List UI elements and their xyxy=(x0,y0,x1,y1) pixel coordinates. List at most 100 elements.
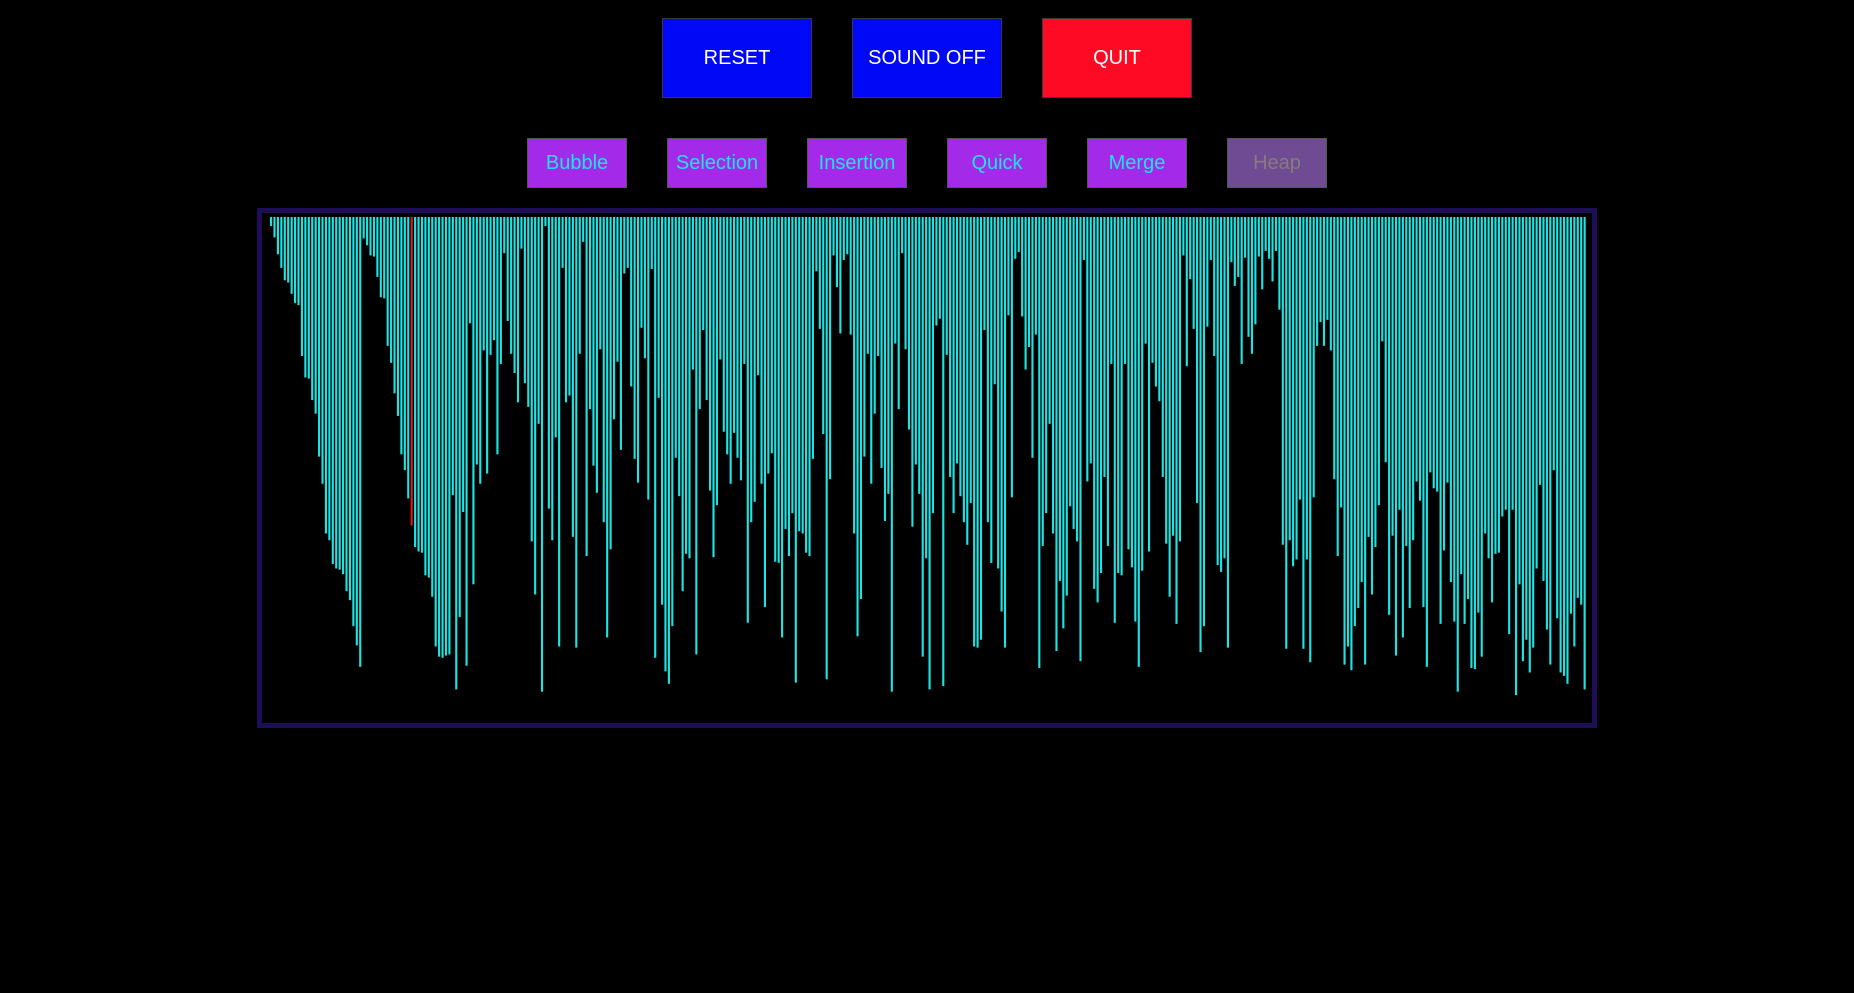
value-bar xyxy=(746,217,749,623)
value-bar xyxy=(664,217,667,672)
value-bar xyxy=(1309,217,1312,663)
value-bar xyxy=(1058,217,1061,581)
value-bar xyxy=(1412,217,1415,541)
value-bar xyxy=(993,217,996,385)
value-bar xyxy=(650,217,653,269)
value-bar xyxy=(684,217,688,554)
value-bar xyxy=(1312,217,1315,498)
value-bar xyxy=(1388,217,1391,615)
value-bar xyxy=(612,217,616,420)
value-bar xyxy=(479,217,482,484)
value-bar xyxy=(393,217,396,394)
value-bar xyxy=(558,217,561,647)
value-bar xyxy=(1538,217,1542,485)
value-bar xyxy=(1566,217,1569,684)
value-bar xyxy=(1480,217,1483,657)
value-bar xyxy=(667,217,670,684)
value-bar xyxy=(866,217,869,354)
value-bar xyxy=(276,217,279,255)
value-bar xyxy=(468,217,472,324)
value-bar xyxy=(1106,217,1109,546)
value-bar xyxy=(832,217,835,256)
value-bar xyxy=(294,217,297,303)
value-bar xyxy=(1055,217,1058,652)
quit-button[interactable]: QUIT xyxy=(1042,18,1192,98)
value-bar xyxy=(1532,217,1535,648)
value-bar xyxy=(472,217,475,585)
value-bar xyxy=(575,217,578,648)
value-bar xyxy=(873,217,876,414)
quick-sort-button[interactable]: Quick xyxy=(947,138,1047,188)
value-bar xyxy=(383,217,386,299)
value-bar xyxy=(1148,217,1151,552)
value-bar xyxy=(709,217,712,491)
value-bar xyxy=(314,217,317,414)
value-bar xyxy=(1134,217,1137,622)
value-bar xyxy=(554,217,557,438)
reset-button[interactable]: RESET xyxy=(662,18,812,98)
value-bar xyxy=(805,217,808,553)
value-bar xyxy=(595,217,598,493)
value-bar xyxy=(654,217,657,658)
bubble-sort-button[interactable]: Bubble xyxy=(527,138,627,188)
value-bar xyxy=(1552,217,1555,471)
value-bar xyxy=(835,217,839,288)
value-bar xyxy=(1415,217,1418,482)
value-bar xyxy=(1545,217,1548,630)
selection-sort-button[interactable]: Selection xyxy=(667,138,767,188)
value-bar xyxy=(770,217,773,454)
value-bar xyxy=(307,217,310,379)
value-bar xyxy=(660,217,664,605)
value-bar xyxy=(1261,217,1264,290)
value-bar xyxy=(1449,217,1452,583)
value-bar xyxy=(523,217,526,384)
value-bar xyxy=(1144,217,1147,344)
value-bar xyxy=(582,217,585,242)
value-bar xyxy=(1226,217,1230,648)
value-bar xyxy=(1504,217,1507,510)
value-bar xyxy=(966,217,969,545)
value-bar xyxy=(335,217,338,569)
value-bar xyxy=(1127,217,1130,550)
value-bar xyxy=(1364,217,1367,665)
value-bar xyxy=(1089,217,1092,464)
value-bar xyxy=(1192,217,1195,329)
value-bar xyxy=(396,217,400,416)
value-bar xyxy=(643,217,646,359)
value-bar xyxy=(513,217,516,373)
value-bar xyxy=(901,217,904,254)
value-bar xyxy=(979,217,983,640)
value-bar xyxy=(1202,217,1206,627)
value-bar xyxy=(691,217,694,370)
value-bar xyxy=(1518,217,1521,585)
value-bar xyxy=(1288,217,1291,541)
value-bar xyxy=(1113,217,1116,623)
value-bar xyxy=(698,217,701,410)
value-bar xyxy=(1123,217,1127,364)
value-bar xyxy=(311,217,314,401)
value-bar xyxy=(534,217,537,595)
value-bar xyxy=(688,217,691,559)
merge-sort-button[interactable]: Merge xyxy=(1087,138,1187,188)
value-bar xyxy=(1182,217,1185,256)
value-bar xyxy=(482,217,485,351)
value-bar xyxy=(1453,217,1456,622)
value-bar xyxy=(1573,217,1576,647)
value-bar xyxy=(1305,217,1308,560)
value-bar xyxy=(801,217,804,534)
value-bar xyxy=(359,217,362,667)
value-bar xyxy=(486,217,489,474)
value-bar xyxy=(537,217,540,424)
value-bar xyxy=(1456,217,1459,692)
value-bar xyxy=(918,217,921,494)
heap-sort-button[interactable]: Heap xyxy=(1227,138,1327,188)
value-bar xyxy=(846,217,849,255)
value-bar xyxy=(787,217,791,557)
value-bar xyxy=(1394,217,1398,656)
value-bar xyxy=(739,217,742,481)
insertion-sort-button[interactable]: Insertion xyxy=(807,138,907,188)
sound-toggle-button[interactable]: SOUND OFF xyxy=(852,18,1002,98)
value-bar xyxy=(1031,217,1034,458)
value-bar xyxy=(1099,217,1103,574)
value-bar xyxy=(417,217,420,552)
